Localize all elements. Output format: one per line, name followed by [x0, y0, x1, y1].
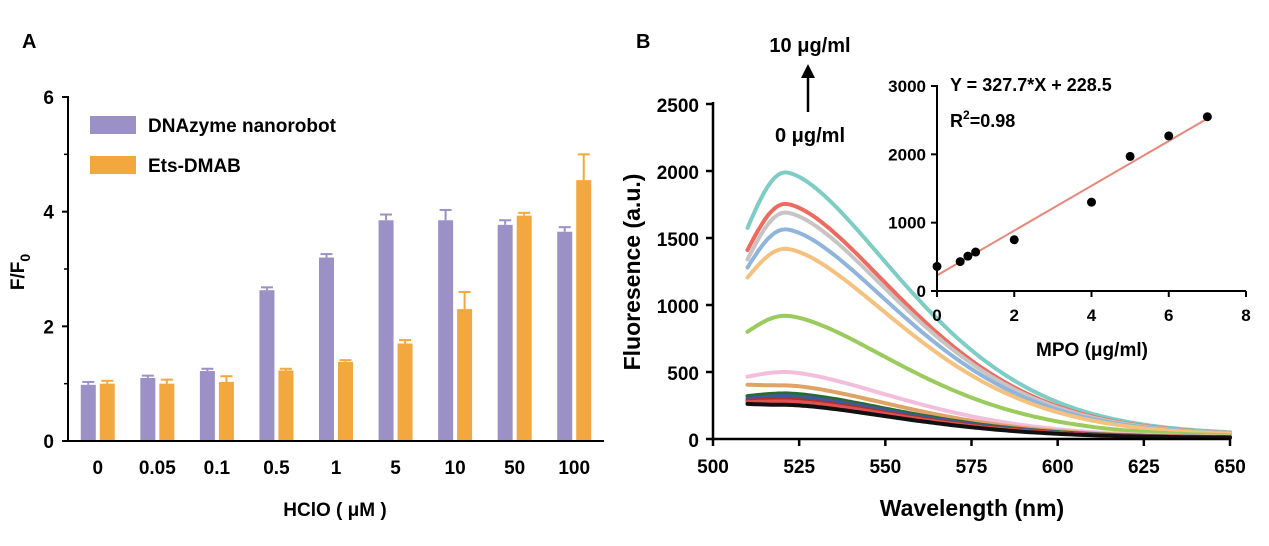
- annotation-0ug: 0 μg/ml: [775, 125, 845, 147]
- spectra-lines: [745, 170, 1232, 440]
- regression-line: [936, 117, 1208, 277]
- arrow-up-icon: [801, 64, 815, 78]
- legend-swatch-ets-dmab: [90, 156, 136, 174]
- bar: [516, 215, 532, 441]
- x-tick-label: 0: [92, 458, 103, 479]
- fit-line: [936, 117, 1208, 277]
- bar: [140, 377, 156, 441]
- bar: [80, 384, 96, 441]
- scatter-point: [971, 247, 981, 257]
- scatter-point: [955, 257, 965, 267]
- bar: [497, 224, 513, 441]
- scatter-point: [963, 251, 973, 261]
- bar: [338, 361, 353, 441]
- spectrum-line: [745, 401, 1232, 440]
- x-tick-label: 0: [932, 306, 941, 325]
- fit-equation: Y = 327.7*X + 228.5: [950, 75, 1112, 95]
- bar: [319, 257, 334, 441]
- bar-chart-a: 0 0.05 0.1 0.5 1 5 10 50 100 0 2 4 6 HClO ( μM ) F/F…: [8, 88, 604, 521]
- x-tick-label: 525: [783, 457, 815, 478]
- x-tick-label: 575: [956, 457, 988, 478]
- y-tick-label: 6: [43, 88, 54, 109]
- line-chart-b: 500 525 550 575 600 625 6500500100015002000250…: [619, 35, 1246, 521]
- bar: [576, 180, 592, 441]
- y-axis-title-sub: 0: [17, 254, 33, 262]
- y-tick-label: 1000: [888, 214, 926, 233]
- x-tick-label: 2: [1010, 306, 1019, 325]
- x-tick-label: 50: [504, 458, 525, 479]
- x-tick-label: 0.5: [263, 458, 290, 479]
- legend-label-ets-dmab: Ets-DMAB: [148, 156, 241, 177]
- scatter-point: [1202, 112, 1212, 122]
- scatter-point: [1125, 151, 1135, 161]
- bar: [557, 231, 573, 441]
- x-tick-label: 5: [390, 458, 401, 479]
- x-tick-label: 0.05: [139, 458, 176, 479]
- spectrum-line: [745, 170, 1232, 435]
- panel-b-label: B: [636, 31, 650, 53]
- bar: [218, 381, 234, 441]
- x-tick-label: 550: [869, 457, 901, 478]
- x-tick-label: 4: [1087, 306, 1097, 325]
- r-squared: R2=0.98: [950, 108, 1015, 131]
- scatter-point: [1009, 235, 1019, 245]
- legend-label-dnazyme: DNAzyme nanorobot: [148, 116, 337, 137]
- bar: [438, 220, 454, 441]
- y-axis-title-a: F/F0: [8, 254, 33, 291]
- x-tick-label: 8: [1241, 306, 1250, 325]
- spectrum-line: [745, 246, 1232, 436]
- y-tick-label: 2500: [657, 96, 699, 117]
- inset-scatter-chart: 0 2 4 6 8 0 1000 2000 3000 MPO (μg/ml) Y = 327.7…: [888, 75, 1251, 361]
- y-tick-label: 0: [917, 282, 926, 301]
- y-tick-label: 2: [43, 317, 54, 338]
- y-tick-label: 2000: [888, 145, 926, 164]
- legend-a: DNAzyme nanorobot Ets-DMAB: [90, 116, 337, 177]
- x-tick-label: 650: [1214, 457, 1246, 478]
- y-tick-label: 1500: [657, 230, 699, 251]
- scatter-point: [1087, 197, 1096, 207]
- axes-b: 500 525 550 575 600 625 6500500100015002000250…: [657, 96, 1246, 478]
- x-tick-label: 6: [1164, 306, 1173, 325]
- y-tick-label: 2000: [657, 163, 699, 184]
- y-axis-title-b: Fluoresence (a.u.): [619, 174, 645, 371]
- y-axis-title-main: F/F: [8, 262, 29, 291]
- x-axis-title-b: Wavelength (nm): [880, 495, 1064, 521]
- axes-inset: 0 2 4 6 8 0 1000 2000 3000: [888, 77, 1251, 325]
- panel-a-label: A: [22, 31, 36, 53]
- x-tick-label: 0.1: [204, 458, 231, 479]
- axes-a: 0 0.05 0.1 0.5 1 5 10 50 100 0 2 4 6: [43, 88, 604, 479]
- y-tick-label: 4: [43, 203, 54, 224]
- x-tick-label: 100: [558, 458, 590, 479]
- bar: [259, 290, 275, 441]
- y-tick-label: 0: [43, 432, 54, 453]
- x-tick-label: 1: [331, 458, 342, 479]
- x-tick-label: 500: [697, 457, 729, 478]
- y-tick-label: 3000: [888, 77, 926, 96]
- scatter-points: [932, 112, 1212, 271]
- scatter-point: [1164, 131, 1174, 141]
- bar: [457, 309, 473, 441]
- legend-swatch-dnazyme: [90, 116, 136, 134]
- bar: [99, 383, 115, 441]
- y-tick-label: 0: [688, 431, 699, 452]
- x-axis-title-inset: MPO (μg/ml): [1036, 340, 1148, 361]
- spectrum-line: [745, 313, 1232, 438]
- x-tick-label: 10: [445, 458, 466, 479]
- y-tick-label: 1000: [657, 297, 699, 318]
- bar-marks: [80, 153, 592, 441]
- bar: [378, 220, 394, 441]
- annotation-10ug: 10 μg/ml: [769, 35, 850, 57]
- y-tick-label: 500: [667, 364, 699, 385]
- x-tick-label: 600: [1042, 457, 1074, 478]
- bar: [199, 371, 215, 441]
- bar: [159, 383, 175, 441]
- bar: [278, 370, 294, 441]
- x-tick-label: 625: [1128, 457, 1160, 478]
- bar: [397, 343, 413, 441]
- x-axis-title-a: HClO ( μM ): [283, 500, 386, 521]
